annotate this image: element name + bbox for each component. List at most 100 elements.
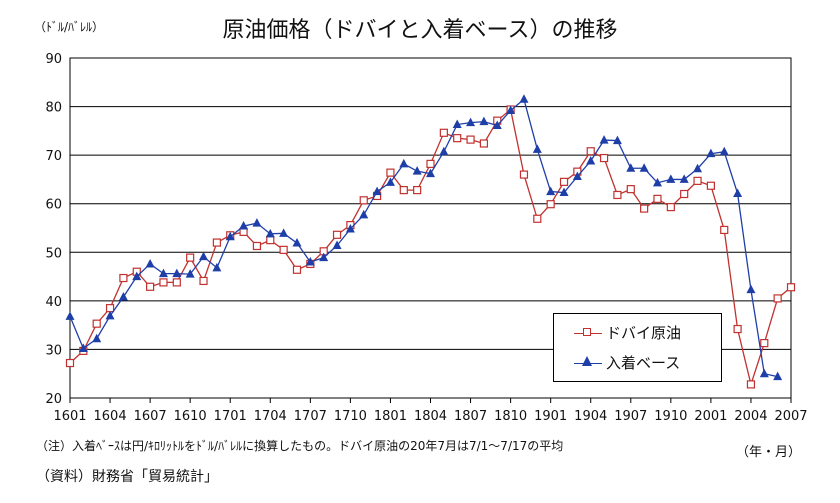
dubai-point-9 [186, 253, 195, 262]
dubai-point-7 [159, 278, 168, 287]
chart-title: 原油価格（ドバイと入着ベース）の推移 [222, 18, 618, 43]
arrival-point-47 [693, 163, 703, 173]
arrival-point-9 [185, 269, 195, 278]
dubai-point-22 [359, 196, 368, 205]
dubai-point-6 [146, 282, 155, 291]
x-tick-label-1904: 1904 [574, 409, 607, 424]
arrival-point-0 [65, 311, 75, 320]
arrival-point-11 [212, 262, 222, 272]
arrival-point-29 [452, 119, 462, 129]
y-axis-unit: （ﾄﾞﾙ/ﾊﾞﾚﾙ） [34, 20, 105, 34]
legend-label-dubai: ドバイ原油 [606, 324, 682, 342]
dubai-point-42 [626, 185, 635, 194]
arrival-point-20 [332, 240, 342, 249]
arrival-point-42 [626, 163, 636, 172]
arrival-point-16 [279, 228, 289, 237]
dubai-point-29 [453, 134, 462, 143]
dubai-point-51 [746, 380, 756, 389]
legend-item-dubai: ドバイ原油 [554, 322, 721, 344]
dubai-point-35 [533, 214, 542, 223]
arrival-point-5 [132, 271, 142, 281]
dubai-point-47 [693, 176, 702, 185]
x-tick-label-1901: 1901 [534, 409, 567, 424]
arrival-point-21 [345, 223, 355, 233]
y-tick-label-20: 20 [45, 392, 62, 407]
x-tick-label-1907: 1907 [614, 409, 647, 424]
x-tick-label-2001: 2001 [694, 409, 727, 424]
x-tick-label-1810: 1810 [494, 409, 527, 424]
dubai-point-52 [760, 339, 769, 348]
x-tick-label-1610: 1610 [174, 409, 207, 424]
grid-lines [69, 57, 792, 403]
arrival-point-41 [612, 135, 622, 145]
arrival-point-1 [78, 343, 88, 352]
arrival-point-33 [506, 105, 516, 114]
arrival-point-28 [439, 146, 449, 156]
x-axis-unit: （年・月） [736, 445, 802, 460]
arrival-point-44 [652, 177, 662, 187]
arrival-point-3 [105, 310, 115, 320]
dubai-point-11 [212, 238, 221, 247]
arrival-point-8 [172, 268, 182, 278]
arrival-point-19 [319, 252, 329, 262]
arrival-point-39 [586, 155, 596, 165]
arrival-point-46 [679, 174, 689, 183]
arrival-point-32 [492, 120, 502, 130]
dubai-point-14 [252, 241, 262, 251]
arrival-point-48 [706, 148, 716, 158]
arrival-point-14 [252, 218, 262, 227]
x-tick-label-1701: 1701 [214, 409, 247, 424]
y-tick-label-90: 90 [45, 52, 62, 67]
dubai-point-28 [439, 128, 448, 137]
x-tick-label-1607: 1607 [134, 409, 167, 424]
arrival-point-12 [225, 231, 235, 241]
x-tick-label-2007: 2007 [774, 409, 807, 424]
arrival-point-4 [118, 291, 128, 301]
dubai-point-27 [426, 159, 435, 168]
x-tick-label-2004: 2004 [734, 409, 767, 424]
x-tick-label-1910: 1910 [654, 409, 687, 424]
dubai-point-2 [92, 319, 101, 328]
x-tick-label-1601: 1601 [53, 409, 86, 424]
x-tick-label-1707: 1707 [294, 409, 327, 424]
dubai-point-26 [413, 186, 422, 195]
y-tick-label-80: 80 [45, 101, 62, 116]
dubai-point-3 [105, 304, 115, 313]
arrival-point-13 [239, 221, 249, 230]
arrival-point-34 [519, 94, 529, 103]
arrival-point-23 [372, 186, 382, 196]
x-tick-label-1807: 1807 [454, 409, 487, 424]
dubai-point-45 [666, 203, 675, 212]
y-tick-label-60: 60 [45, 198, 62, 213]
dubai-point-31 [479, 139, 489, 148]
dubai-point-54 [786, 283, 796, 292]
square-marker-icon [583, 328, 591, 336]
x-tick-label-1804: 1804 [414, 409, 447, 424]
arrival-point-24 [385, 177, 395, 186]
arrival-point-36 [546, 186, 556, 196]
arrival-point-10 [199, 251, 209, 261]
legend-item-arrival: 入着ベース [554, 352, 721, 374]
dubai-point-53 [773, 294, 782, 303]
x-tick-label-1710: 1710 [334, 409, 367, 424]
dubai-point-8 [172, 278, 181, 287]
arrival-point-50 [733, 188, 743, 198]
arrival-point-26 [412, 166, 422, 175]
y-tick-label-30: 30 [45, 343, 62, 358]
source-note: （資料）財務省「貿易統計」 [36, 469, 218, 485]
dubai-point-50 [733, 324, 742, 334]
dubai-point-43 [640, 204, 649, 213]
arrival-point-6 [145, 258, 155, 268]
arrival-point-38 [572, 171, 582, 181]
footnote: （注）入着ﾍﾞｰｽは円/ｷﾛﾘｯﾄﾙをﾄﾞﾙ/ﾊﾞﾚﾙに換算したもの。ドバイ原油… [36, 439, 564, 453]
dubai-point-49 [720, 225, 729, 235]
dubai-point-15 [266, 236, 275, 245]
legend: ドバイ原油 入着ベース [553, 313, 722, 382]
arrival-point-22 [359, 209, 369, 219]
x-tick-label-1704: 1704 [254, 409, 287, 424]
arrival-point-2 [92, 333, 102, 343]
arrival-point-45 [666, 174, 676, 183]
arrival-point-25 [399, 158, 409, 168]
arrival-point-31 [479, 116, 489, 126]
